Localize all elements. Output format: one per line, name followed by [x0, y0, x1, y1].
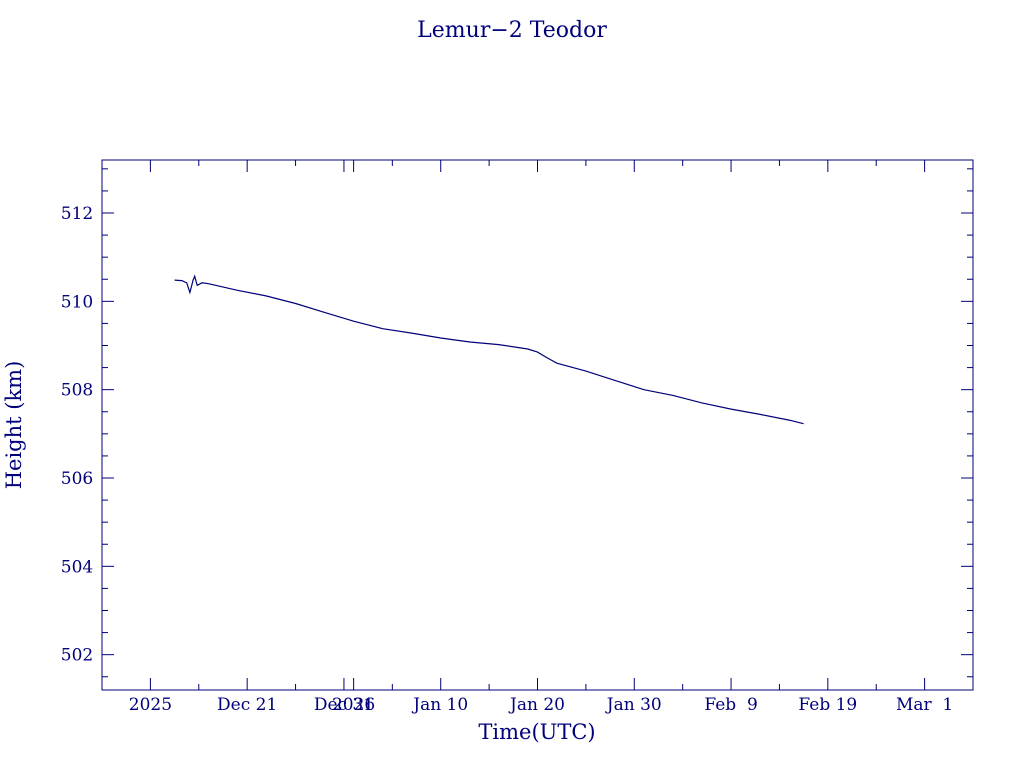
x-tick-label: 2025 — [129, 695, 172, 715]
x-tick-label: Jan 30 — [605, 695, 662, 715]
y-tick-label: 502 — [61, 646, 93, 666]
axis-ticks — [102, 160, 973, 690]
series-layer — [174, 274, 804, 425]
y-tick-label: 508 — [61, 381, 93, 401]
y-tick-label: 512 — [61, 204, 93, 224]
x-tick-label: Dec 21 — [217, 695, 277, 715]
x-tick-label: 2026 — [332, 695, 375, 715]
chart-title: Lemur−2 Teodor — [417, 18, 607, 43]
y-tick-labels: 502 504 506 508 510 512 — [61, 204, 93, 666]
height-series-line — [174, 274, 804, 425]
x-tick-label: Jan 10 — [411, 695, 468, 715]
x-tick-label: Jan 20 — [508, 695, 565, 715]
y-tick-label: 510 — [61, 292, 93, 312]
x-tick-label: Feb 19 — [798, 695, 857, 715]
plot-frame — [101, 159, 974, 691]
y-tick-label: 506 — [61, 469, 93, 489]
y-tick-label: 504 — [61, 557, 93, 577]
x-axis-label: Time(UTC) — [478, 720, 595, 744]
x-tick-label: Mar 1 — [896, 695, 953, 715]
y-axis-label: Height (km) — [2, 361, 26, 490]
x-tick-label: Feb 9 — [704, 695, 757, 715]
x-tick-label: Dec 31 — [314, 695, 374, 715]
